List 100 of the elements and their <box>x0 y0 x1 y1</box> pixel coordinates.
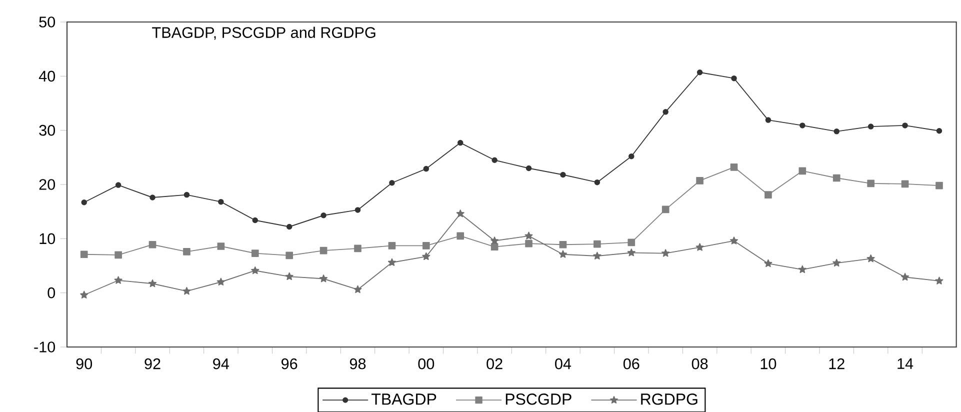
point <box>389 180 395 186</box>
x-tick-label: 04 <box>555 358 572 370</box>
y-tick-label: 10 <box>40 233 56 244</box>
chart-title: TBAGDP, PSCGDP and RGDPG <box>152 26 376 40</box>
point <box>354 285 362 294</box>
point <box>422 242 430 250</box>
y-tick-label: 20 <box>39 179 56 190</box>
point <box>286 252 294 260</box>
point <box>354 244 362 252</box>
point <box>627 248 636 256</box>
x-tick-label: 10 <box>760 358 776 370</box>
point <box>286 224 292 230</box>
point <box>765 117 772 123</box>
x-tick-label: 98 <box>350 358 366 370</box>
point <box>628 153 634 160</box>
y-tick-label: 40 <box>38 70 56 82</box>
point <box>388 242 396 250</box>
point <box>285 272 294 280</box>
x-tick-label: 14 <box>898 358 914 369</box>
point <box>81 200 87 206</box>
point <box>216 278 225 286</box>
legend-label: RGDPG <box>641 394 698 405</box>
point <box>936 182 943 190</box>
point <box>423 166 430 172</box>
point <box>559 240 567 248</box>
point <box>901 180 909 188</box>
point <box>832 174 840 182</box>
x-tick-label: 00 <box>418 358 434 370</box>
point <box>150 194 156 200</box>
point <box>936 128 942 134</box>
point <box>798 167 806 175</box>
point <box>526 165 532 172</box>
point <box>115 182 122 188</box>
point <box>868 124 874 130</box>
point <box>490 243 498 250</box>
point <box>320 212 326 218</box>
point <box>730 164 738 171</box>
point <box>764 259 772 268</box>
point <box>252 217 258 224</box>
point <box>422 252 430 260</box>
point <box>490 236 499 244</box>
point <box>492 157 498 163</box>
point <box>628 238 636 246</box>
point <box>798 265 806 274</box>
point <box>834 128 840 134</box>
x-tick-label: 92 <box>144 358 160 370</box>
point <box>183 248 190 256</box>
point <box>696 177 704 184</box>
point <box>218 198 224 205</box>
point <box>558 250 567 258</box>
legend-label: TBAGDP <box>372 394 436 405</box>
x-tick-label: 08 <box>692 358 708 370</box>
point <box>354 207 361 213</box>
x-tick-label: 90 <box>76 358 92 370</box>
legend-label: PSCGDP <box>506 394 572 405</box>
point <box>320 246 328 254</box>
point <box>320 274 328 282</box>
point <box>524 232 533 240</box>
point <box>184 192 190 198</box>
point <box>80 250 88 258</box>
point <box>594 179 600 186</box>
x-tick-label: 96 <box>282 358 298 370</box>
x-tick-label: 12 <box>829 358 844 370</box>
point <box>935 276 944 284</box>
point <box>800 122 806 128</box>
point <box>662 206 670 214</box>
x-tick-label: 06 <box>623 358 640 370</box>
point <box>148 279 157 288</box>
point <box>456 210 464 218</box>
y-tick-label: 0 <box>48 287 56 298</box>
x-tick-label: 94 <box>213 358 229 370</box>
point <box>560 172 566 178</box>
point <box>731 75 737 82</box>
point <box>867 180 874 188</box>
point <box>902 122 908 128</box>
point <box>114 276 122 284</box>
point <box>80 290 88 298</box>
point <box>696 243 704 251</box>
x-tick-label: 02 <box>486 358 502 370</box>
point <box>456 232 464 240</box>
y-tick-label: 50 <box>39 16 56 28</box>
point <box>148 240 156 248</box>
y-tick-label: -10 <box>34 342 56 352</box>
point <box>594 240 601 248</box>
y-tick-label: 30 <box>39 124 56 136</box>
point <box>866 254 875 262</box>
point <box>525 240 532 248</box>
point <box>901 272 910 281</box>
point <box>832 258 841 267</box>
point <box>764 191 772 198</box>
point <box>730 236 738 244</box>
point <box>251 250 259 257</box>
point <box>662 109 668 115</box>
point <box>457 140 464 146</box>
point <box>662 249 670 257</box>
point <box>251 266 260 274</box>
point <box>696 70 703 76</box>
point <box>217 242 225 250</box>
point <box>182 287 191 295</box>
point <box>593 252 602 260</box>
